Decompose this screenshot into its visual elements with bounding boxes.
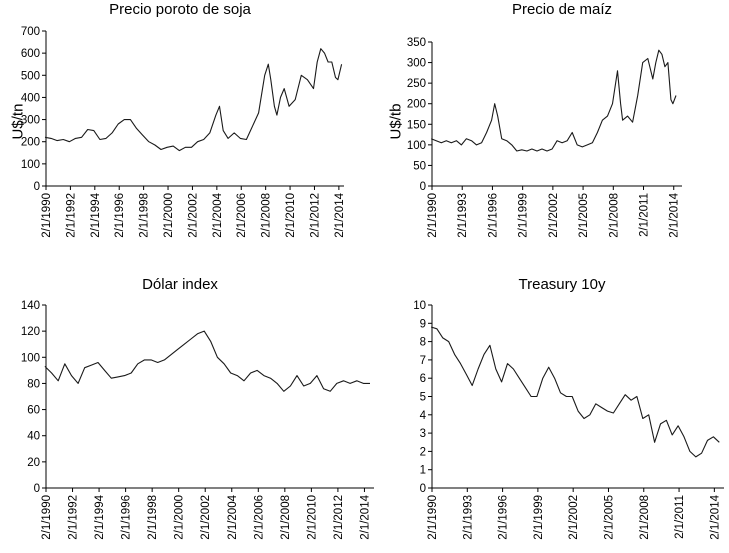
- chart-title: Treasury 10y: [518, 276, 606, 293]
- x-tick-label: 2/1/2006: [236, 193, 248, 238]
- x-tick-label: 2/1/2010: [306, 495, 318, 540]
- y-tick-label: 0: [34, 483, 40, 495]
- x-tick-label: 2/1/2000: [174, 495, 186, 540]
- x-tick-label: 2/1/2005: [578, 193, 590, 238]
- y-tick-label: 400: [21, 92, 40, 104]
- chart-svg: 0 50 100 150 200 250 300 350 2/1/1990 2/1/1993 2/1…: [407, 37, 682, 238]
- series-line: [430, 326, 720, 458]
- chart-svg: 0 1 2 3 4 5 6 7 8 9 10 2/1/1990 2/1/1993 2/1/1996 2/1/…: [413, 300, 724, 540]
- y-tick-label: 60: [27, 405, 40, 417]
- x-tick-label: 2/1/2008: [280, 495, 292, 540]
- x-tick-label: 2/1/2011: [639, 193, 651, 237]
- x-tick-label: 2/1/1992: [65, 193, 77, 238]
- y-tick-label: 6: [420, 373, 426, 385]
- x-tick-label: 2/1/1998: [139, 193, 151, 238]
- x-tick-label: 2/1/1996: [487, 193, 499, 238]
- chart-svg: 0 100 200 300 400 500 600 700 2/1/1990 2/1/1992 2/…: [21, 26, 346, 238]
- x-tick-label: 2/1/2008: [608, 193, 620, 238]
- x-tick-label: 2/1/2002: [568, 495, 580, 540]
- x-tick-label: 2/1/1998: [147, 495, 159, 540]
- y-tick-label: 200: [407, 99, 426, 111]
- series-line: [430, 49, 677, 152]
- x-tick-label: 2/1/1999: [533, 495, 545, 540]
- x-tick-label: 2/1/2011: [674, 495, 686, 539]
- chart-title: Precio poroto de soja: [109, 1, 251, 18]
- y-tick-label: 3: [420, 428, 426, 440]
- y-tick-label: 100: [21, 159, 40, 171]
- y-tick-label: 300: [407, 58, 426, 70]
- x-tick-label: 2/1/2012: [333, 495, 345, 540]
- x-tick-label: 2/1/2004: [227, 494, 239, 539]
- y-tick-label: 8: [420, 337, 426, 349]
- y-tick-label: 4: [420, 410, 427, 422]
- x-tick-label: 2/1/2006: [253, 495, 265, 540]
- y-tick-label: 80: [27, 378, 40, 390]
- series-line: [44, 48, 343, 152]
- x-tick-label: 2/1/2000: [163, 193, 175, 238]
- y-tick-label: 2: [420, 446, 426, 458]
- x-tick-label: 2/1/1996: [498, 495, 510, 540]
- y-tick-label: 7: [420, 355, 426, 367]
- y-tick-label: 5: [420, 392, 426, 404]
- y-tick-label: 1: [420, 465, 426, 477]
- x-tick-label: 2/1/1996: [121, 495, 133, 540]
- y-tick-label: 120: [21, 326, 40, 338]
- y-tick-label: 100: [21, 352, 40, 364]
- y-tick-label: 200: [21, 137, 40, 149]
- y-tick-label: 10: [413, 300, 426, 312]
- y-tick-label: 20: [27, 457, 40, 469]
- y-tick-label: 0: [34, 181, 40, 193]
- chart-title: Dólar index: [142, 276, 218, 293]
- x-tick-label: 2/1/2014: [669, 192, 681, 237]
- x-tick-label: 2/1/2008: [639, 495, 651, 540]
- x-tick-label: 2/1/1996: [114, 193, 126, 238]
- x-tick-label: 2/1/1994: [94, 494, 106, 539]
- x-tick-label: 2/1/1992: [68, 495, 80, 540]
- y-tick-label: 500: [21, 70, 40, 82]
- y-tick-label: 600: [21, 48, 40, 60]
- chart-panel-treasury: Treasury 10y 0 1 2 3 4 5 6 7 8 9 10 2/1/1990 2/1/199…: [364, 276, 729, 553]
- x-tick-label: 2/1/2014: [709, 494, 721, 539]
- x-tick-label: 2/1/2010: [285, 193, 297, 238]
- x-tick-label: 2/1/2004: [212, 192, 224, 237]
- y-tick-label: 40: [27, 431, 40, 443]
- x-tick-label: 2/1/1994: [90, 192, 102, 237]
- x-tick-label: 2/1/1990: [41, 495, 53, 540]
- y-tick-label: 0: [420, 483, 426, 495]
- x-tick-label: 2/1/2002: [187, 193, 199, 238]
- chart-title: Precio de maíz: [511, 1, 613, 18]
- x-tick-label: 2/1/2014: [359, 494, 371, 539]
- x-tick-label: 2/1/2002: [200, 495, 212, 540]
- y-tick-label: 150: [407, 119, 426, 131]
- y-tick-label: 100: [407, 140, 426, 152]
- x-tick-label: 2/1/2008: [261, 193, 273, 238]
- x-tick-label: 2/1/1990: [427, 495, 439, 540]
- x-tick-label: 2/1/1990: [427, 193, 439, 238]
- x-tick-label: 2/1/2005: [603, 495, 615, 540]
- chart-panel-soja: Precio poroto de soja U$/tn 0 100 200 300 40…: [0, 0, 364, 276]
- x-tick-label: 2/1/1999: [518, 193, 530, 238]
- series-line: [44, 330, 370, 392]
- y-tick-label: 300: [21, 115, 40, 127]
- chart-svg: 0 20 40 60 80 100 120 140 2/1/1990 2/1/1992 2/1/19…: [21, 300, 374, 540]
- y-tick-label: 350: [407, 37, 426, 49]
- y-tick-label: 700: [21, 26, 40, 38]
- x-tick-label: 2/1/1993: [457, 193, 469, 238]
- x-tick-label: 2/1/1990: [41, 193, 53, 238]
- x-tick-label: 2/1/1993: [462, 495, 474, 540]
- x-tick-label: 2/1/2014: [334, 192, 346, 237]
- chart-panel-maiz: Precio de maíz U$/tb 0 50 100 150 200 250 300 3…: [364, 0, 729, 276]
- y-tick-label: 0: [420, 181, 426, 193]
- y-tick-label: 250: [407, 78, 426, 90]
- y-tick-label: 50: [413, 160, 426, 172]
- y-tick-label: 9: [420, 318, 426, 330]
- y-tick-label: 140: [21, 300, 40, 312]
- chart-panel-dolar: Dólar index 0 20 40 60 80 100 120 140 2/1/1990 2/…: [0, 276, 374, 553]
- x-tick-label: 2/1/2002: [548, 193, 560, 238]
- x-tick-label: 2/1/2012: [309, 193, 321, 238]
